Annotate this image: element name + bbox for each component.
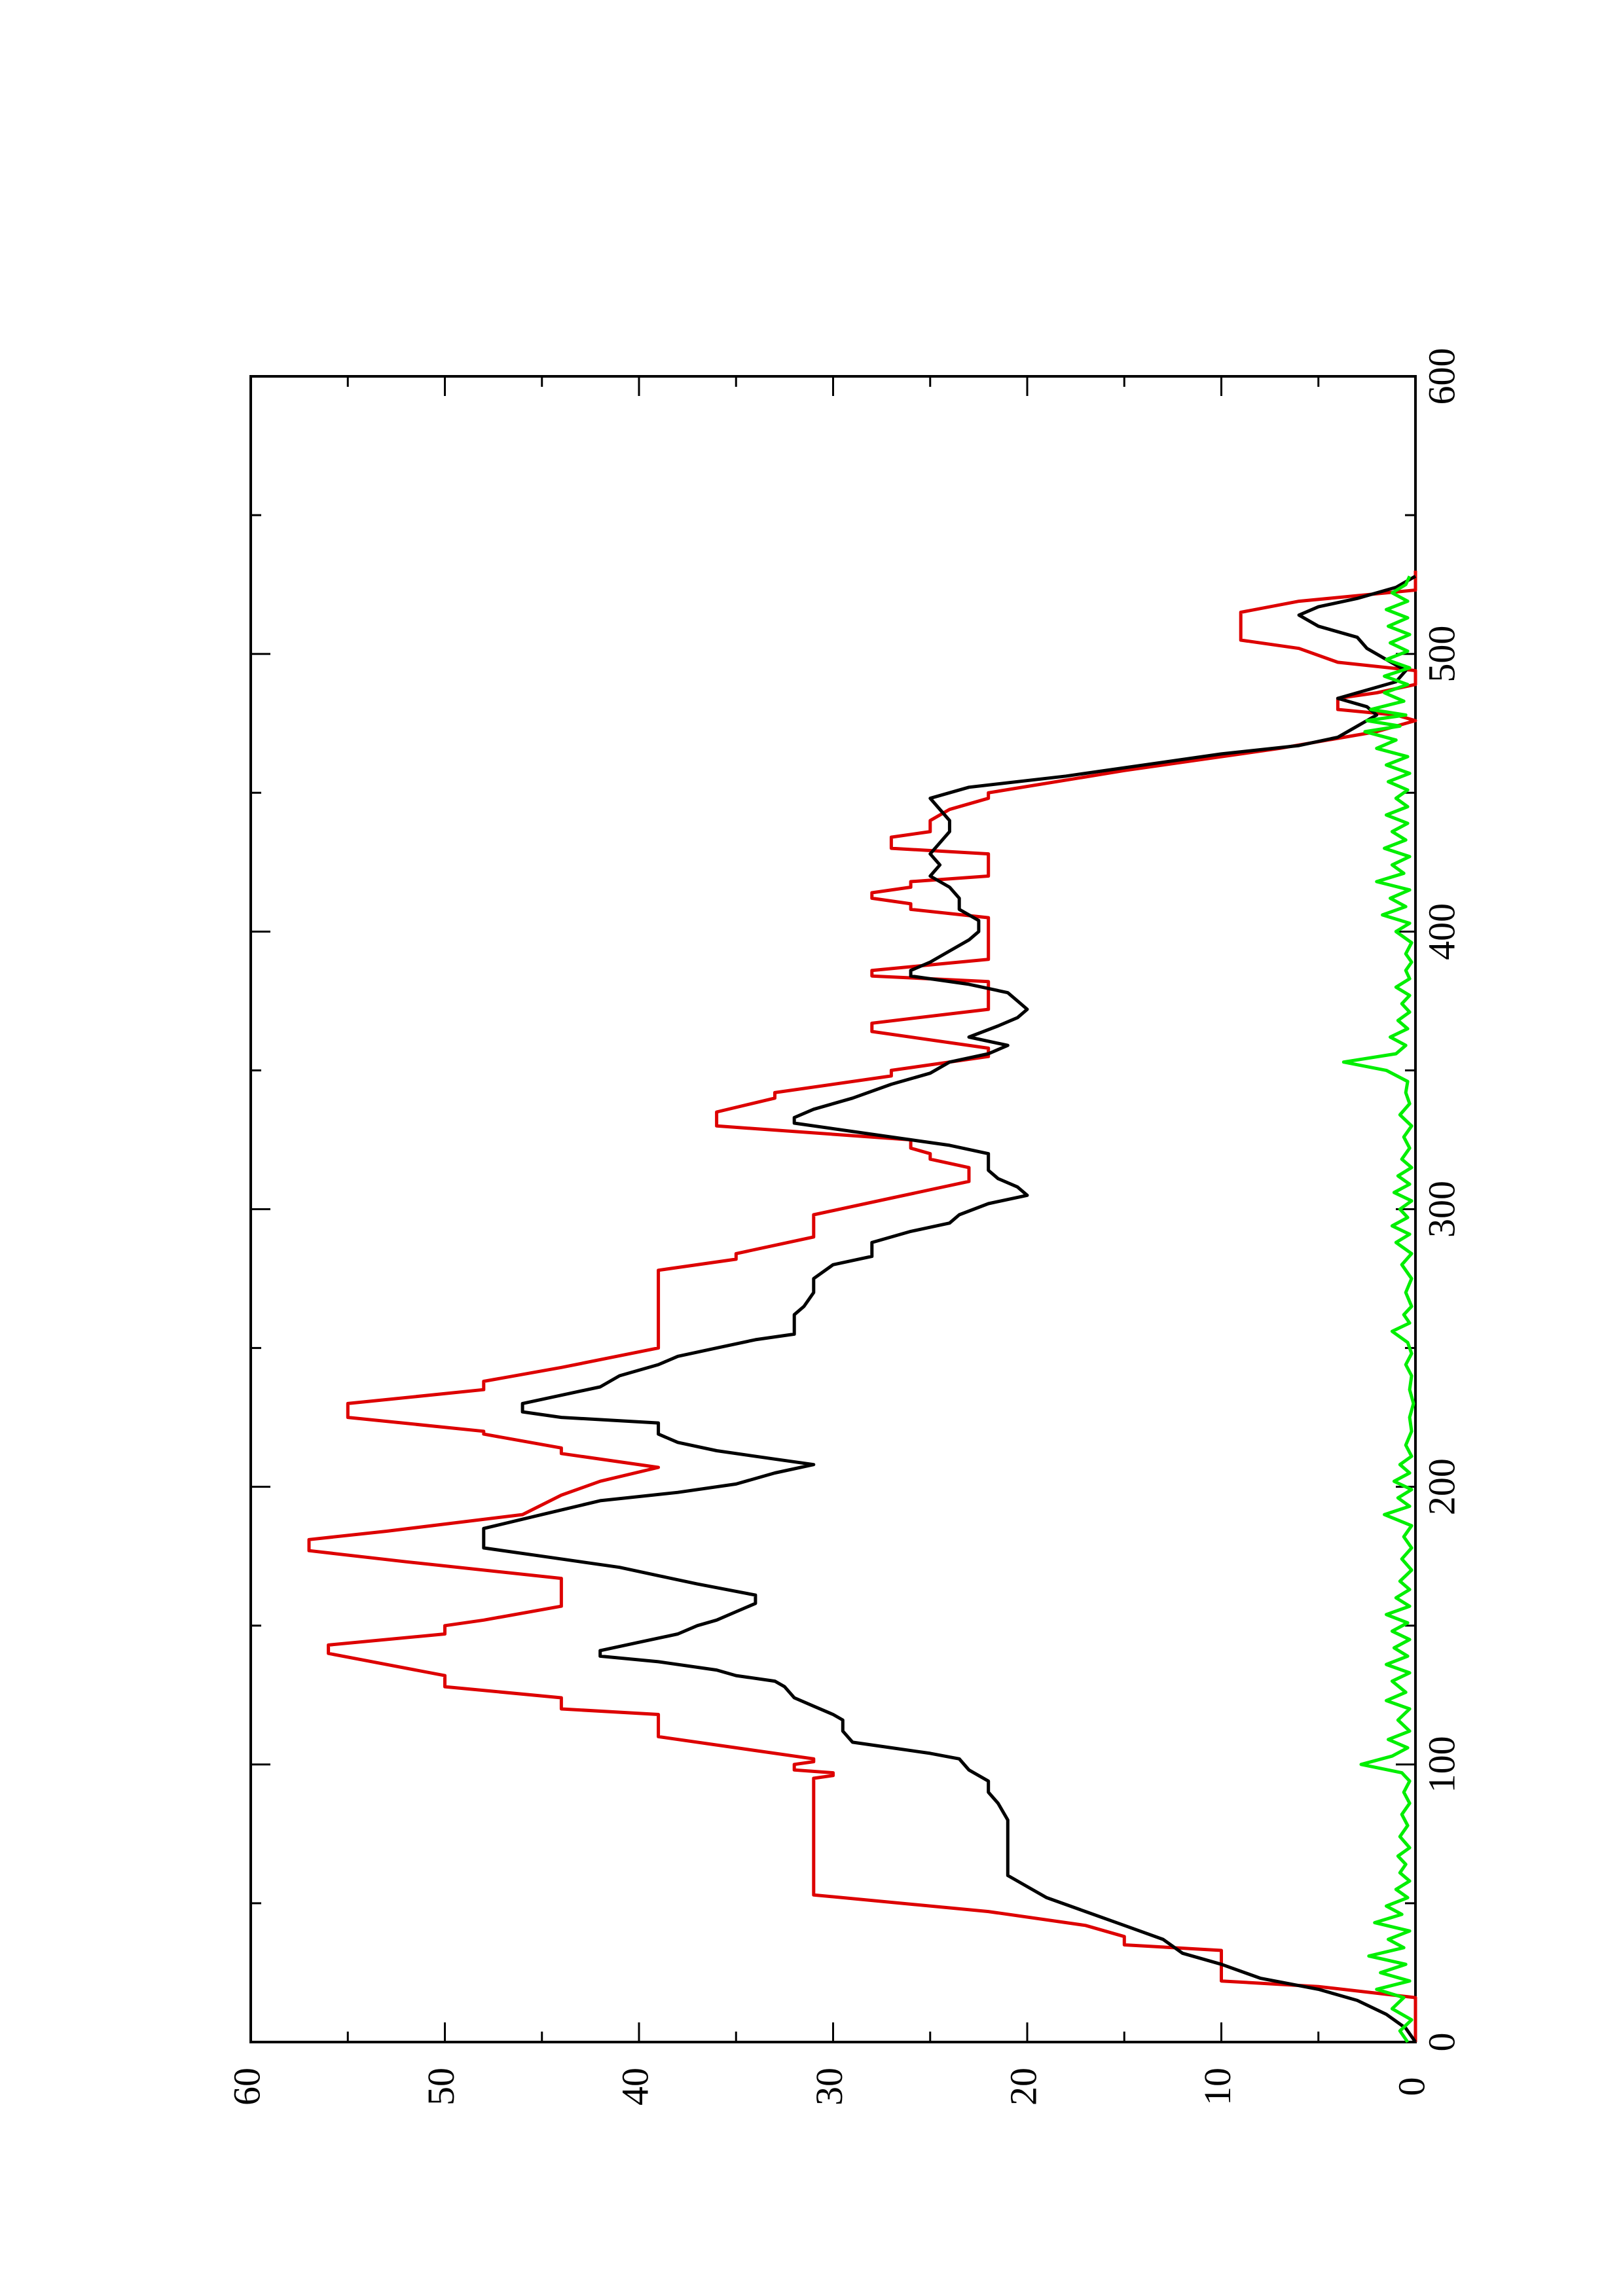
- y-tick-label: 10: [1196, 2068, 1239, 2106]
- series-line-1: [307, 570, 1417, 2042]
- series-layer: [307, 570, 1417, 2043]
- y-tick-label: 20: [1002, 2068, 1044, 2106]
- series-line-3: [1341, 575, 1415, 2043]
- ticks-layer: [249, 375, 1417, 2043]
- x-tick-label: 600: [1420, 348, 1463, 405]
- x-tick-label: 0: [1420, 2033, 1463, 2052]
- x-tick-label: 300: [1420, 1181, 1463, 1238]
- x-tick-label: 200: [1420, 1458, 1463, 1515]
- x-tick-label: 100: [1420, 1736, 1463, 1793]
- x-tick-label: 400: [1420, 903, 1463, 960]
- y-tick-label: 0: [1390, 2077, 1432, 2096]
- series-line-2: [482, 575, 1417, 2043]
- x-tick-label: 500: [1420, 626, 1463, 683]
- tick-labels-layer: 0 100 200 300 400 500 600 0 10 20 30 40 50 60: [225, 348, 1463, 2106]
- y-tick-label: 30: [808, 2068, 850, 2106]
- y-tick-label: 40: [613, 2068, 656, 2106]
- y-tick-label: 60: [225, 2068, 268, 2106]
- y-tick-label: 50: [420, 2068, 462, 2106]
